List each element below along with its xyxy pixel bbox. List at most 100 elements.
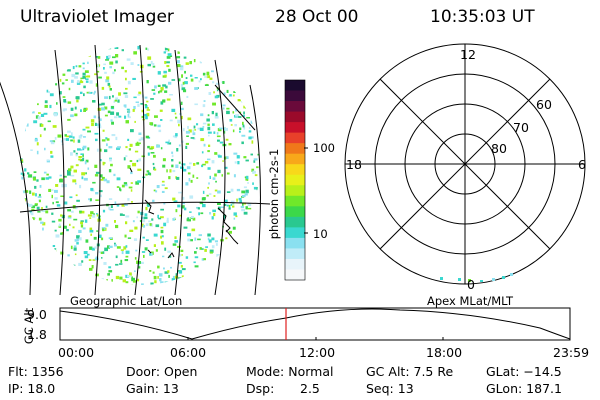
- emission-pixel: [24, 217, 26, 221]
- emission-pixel: [197, 207, 200, 210]
- emission-pixel: [255, 105, 260, 108]
- colorbar-band: [285, 174, 305, 186]
- coastline: [129, 167, 239, 259]
- emission-pixel: [153, 275, 157, 280]
- emission-pixel: [74, 206, 78, 210]
- emission-pixel: [144, 247, 148, 251]
- emission-pixel: [225, 237, 228, 240]
- emission-pixel: [241, 99, 244, 103]
- emission-pixel: [185, 256, 189, 259]
- emission-pixel: [188, 129, 192, 133]
- emission-pixel: [42, 227, 44, 231]
- emission-pixel: [162, 158, 166, 162]
- emission-pixel: [223, 73, 227, 77]
- emission-pixel: [25, 112, 28, 116]
- emission-pixel: [209, 288, 211, 290]
- emission-pixel: [111, 121, 114, 125]
- emission-pixel: [106, 138, 110, 141]
- emission-pixel: [137, 142, 139, 146]
- emission-pixel: [55, 184, 59, 187]
- emission-pixel: [223, 92, 226, 96]
- emission-pixel: [186, 218, 189, 222]
- emission-pixel: [209, 77, 213, 80]
- emission-pixel: [226, 57, 231, 60]
- emission-pixel: [160, 281, 164, 284]
- emission-pixel: [224, 127, 228, 131]
- emission-pixel: [55, 83, 58, 86]
- emission-pixel: [211, 237, 215, 241]
- emission-pixel: [111, 134, 116, 137]
- emission-pixel: [203, 143, 206, 147]
- emission-pixel: [87, 253, 90, 256]
- emission-pixel: [187, 238, 191, 242]
- emission-pixel: [99, 174, 103, 178]
- emission-pixel: [105, 79, 110, 83]
- emission-pixel: [151, 89, 156, 91]
- emission-pixel: [164, 247, 167, 251]
- emission-pixel: [185, 182, 189, 186]
- emission-pixel: [166, 217, 169, 221]
- emission-pixel: [132, 220, 135, 223]
- emission-pixel: [147, 204, 150, 207]
- emission-pixel: [250, 120, 255, 124]
- emission-pixel: [98, 251, 103, 253]
- emission-pixel: [74, 55, 77, 58]
- emission-pixel: [20, 161, 24, 163]
- emission-pixel: [232, 205, 235, 208]
- emission-pixel: [100, 118, 102, 121]
- colorbar-band: [285, 269, 305, 281]
- emission-pixel: [234, 264, 238, 268]
- emission-pixel: [207, 233, 211, 237]
- emission-pixel: [241, 141, 244, 145]
- emission-pixel: [216, 135, 221, 138]
- emission-pixel: [229, 119, 233, 122]
- colorbar-band: [285, 206, 305, 218]
- emission-pixel: [240, 89, 244, 92]
- emission-pixel: [141, 115, 145, 119]
- emission-pixel: [222, 70, 226, 74]
- emission-pixel: [101, 107, 105, 111]
- emission-pixel: [242, 64, 246, 68]
- emission-pixel: [190, 137, 195, 139]
- emission-pixel: [132, 280, 137, 283]
- emission-pixel: [251, 52, 254, 56]
- sequence-status: Seq: 13: [366, 381, 414, 396]
- emission-pixel: [248, 247, 251, 250]
- emission-pixel: [160, 101, 164, 105]
- emission-pixel: [49, 271, 51, 275]
- emission-pixel: [128, 111, 130, 114]
- emission-pixel: [33, 120, 38, 124]
- emission-pixel: [89, 227, 93, 231]
- emission-pixel: [200, 113, 204, 117]
- emission-pixel: [77, 148, 81, 151]
- emission-pixel: [163, 267, 165, 270]
- emission-pixel: [94, 132, 99, 135]
- emission-pixel: [142, 224, 146, 228]
- emission-pixel: [74, 239, 78, 242]
- emission-pixel: [39, 134, 42, 138]
- emission-pixel: [22, 123, 25, 127]
- emission-pixel: [80, 224, 84, 228]
- emission-pixel: [31, 217, 35, 221]
- emission-pixel: [243, 48, 248, 52]
- emission-pixel: [94, 122, 97, 126]
- emission-pixel: [121, 184, 125, 188]
- emission-pixel: [207, 57, 211, 62]
- emission-pixel: [82, 54, 85, 58]
- emission-pixel: [80, 149, 83, 151]
- emission-pixel: [240, 250, 243, 253]
- emission-pixel: [144, 289, 146, 292]
- emission-pixel: [171, 108, 176, 112]
- emission-pixel: [202, 104, 206, 108]
- emission-pixel: [26, 268, 28, 272]
- emission-pixel: [90, 198, 92, 202]
- emission-pixel: [70, 152, 73, 156]
- emission-pixel: [180, 83, 184, 87]
- emission-pixel: [253, 68, 258, 71]
- emission-pixel: [196, 206, 200, 209]
- emission-pixel: [116, 177, 121, 181]
- emission-pixel: [197, 238, 201, 241]
- emission-pixel: [61, 232, 64, 235]
- emission-pixel: [129, 143, 133, 147]
- emission-pixel: [249, 247, 253, 250]
